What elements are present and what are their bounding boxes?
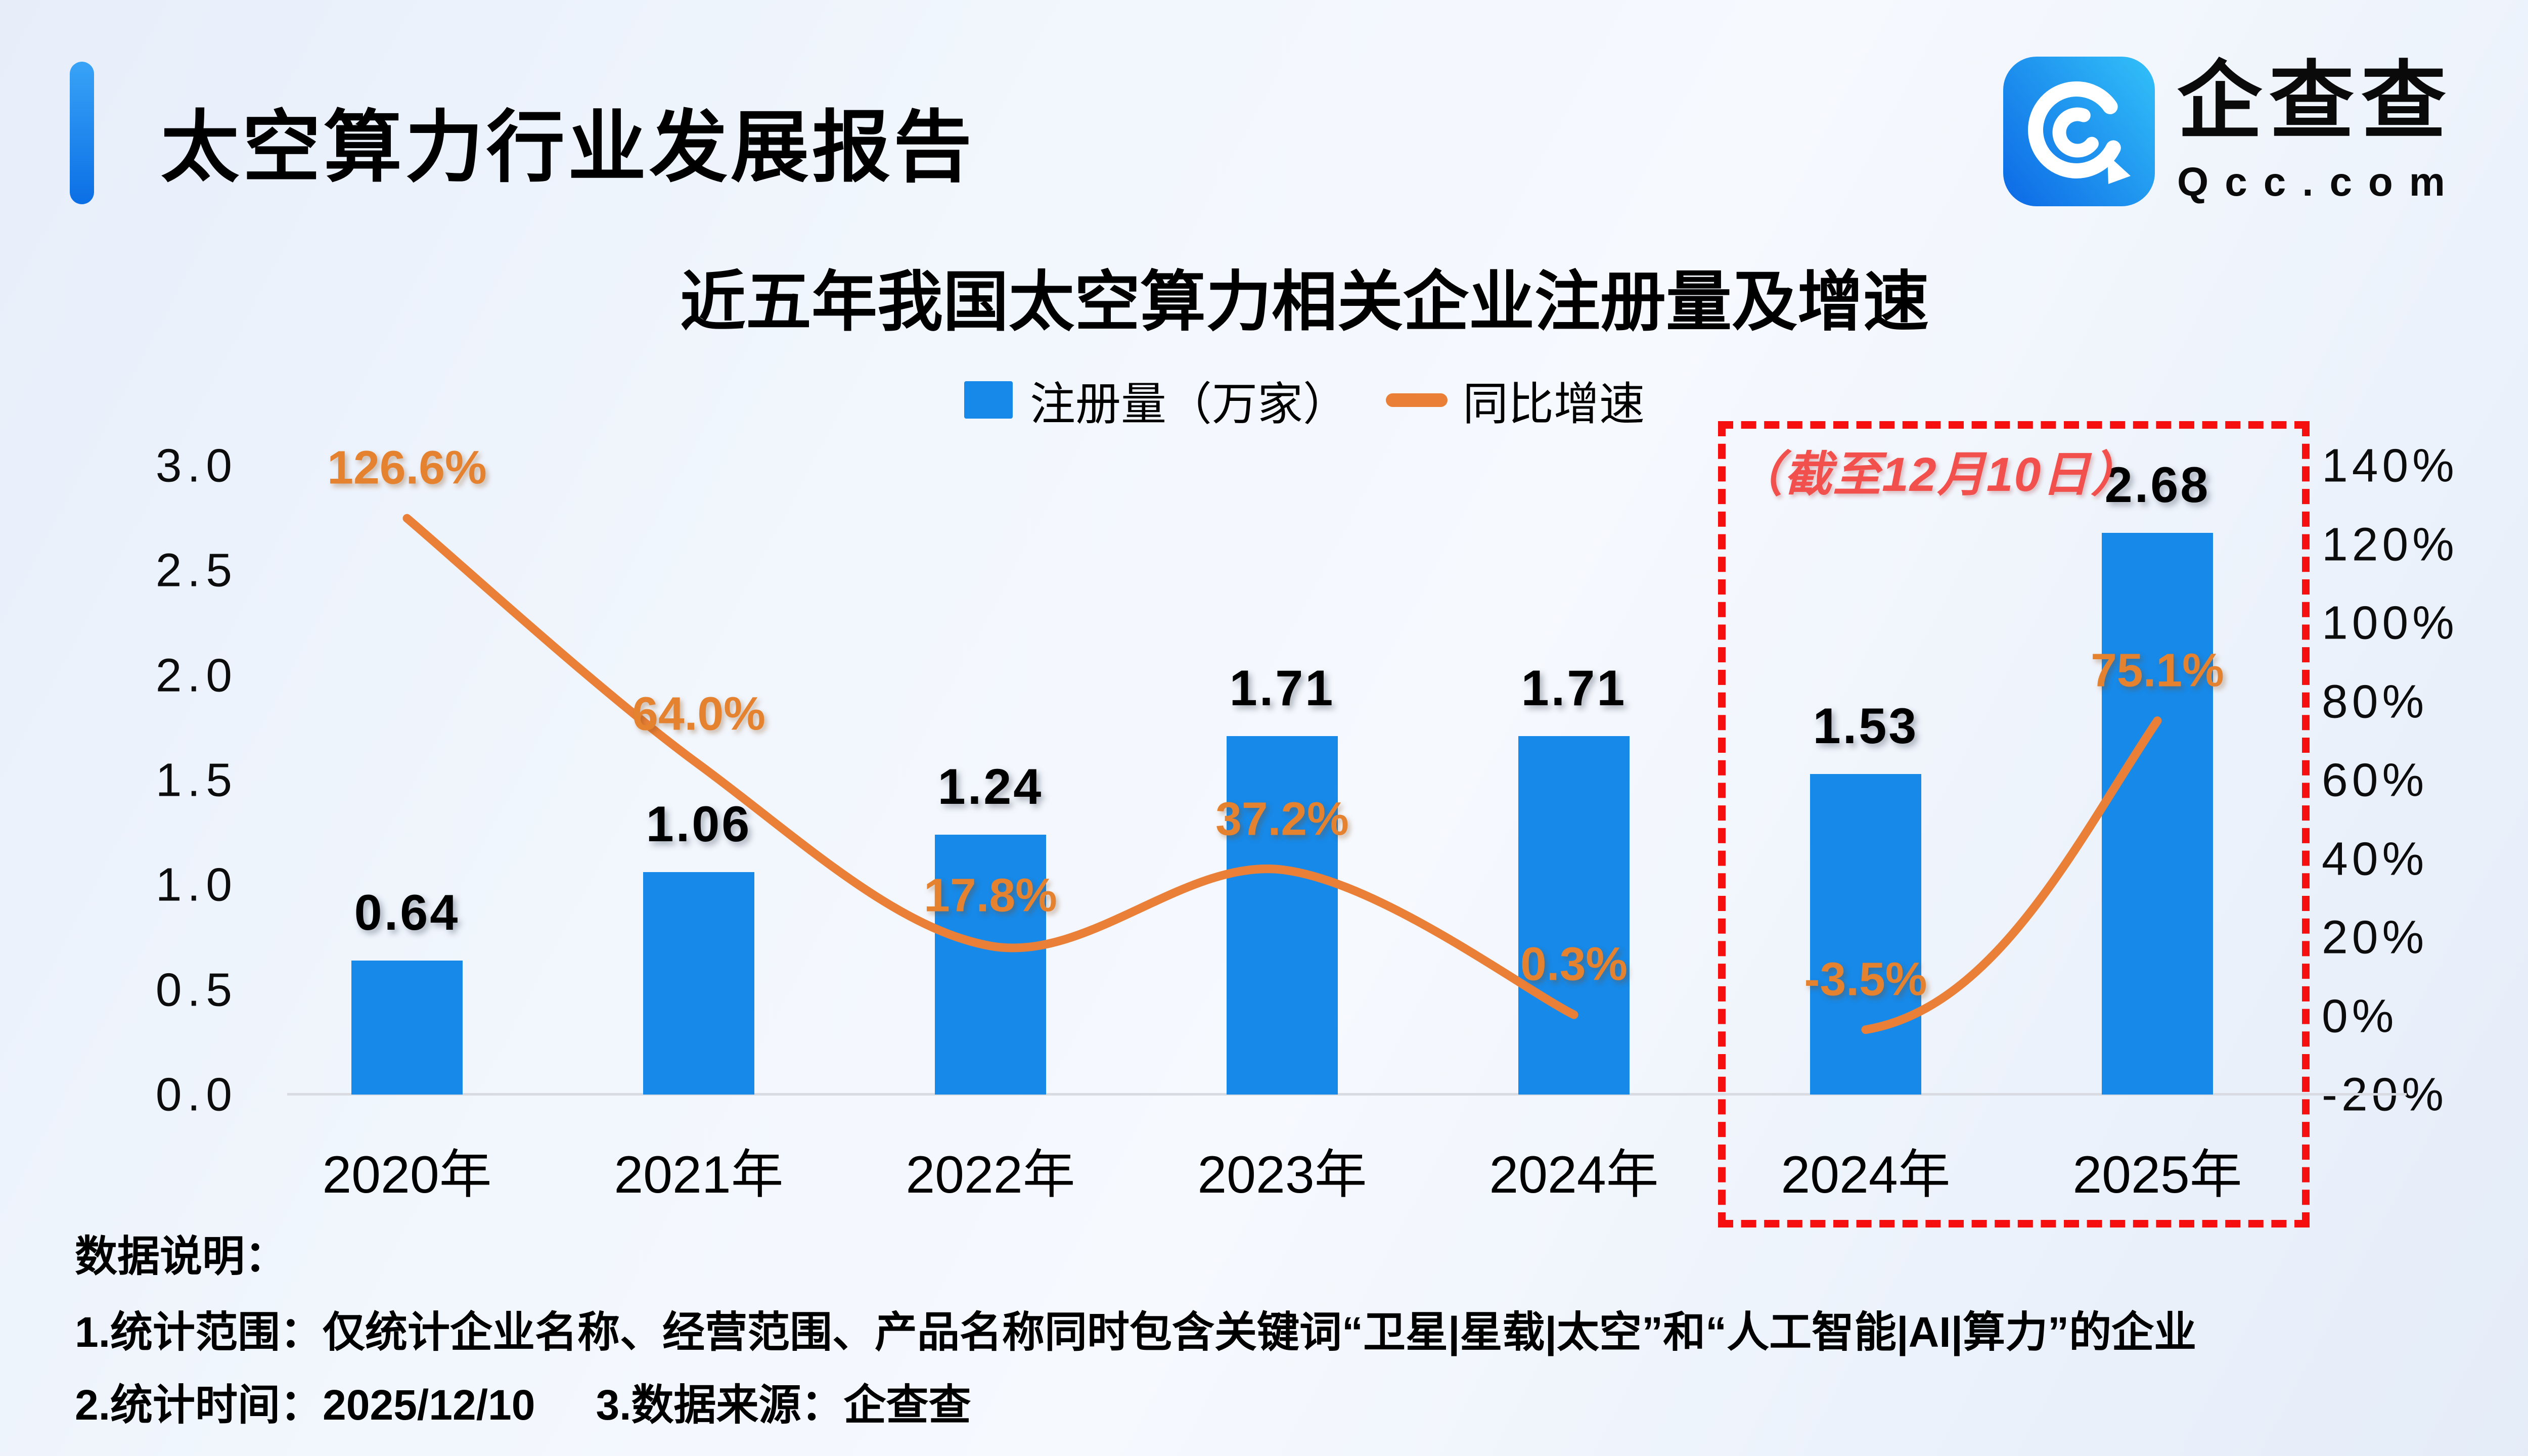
bar	[1810, 774, 1921, 1095]
bar	[351, 960, 463, 1095]
bar-value-label: 0.64	[354, 884, 460, 940]
growth-rate-label: 75.1%	[2091, 644, 2224, 697]
legend-line-label: 同比增速	[1463, 379, 1645, 430]
left-axis-tick: 1.0	[155, 858, 238, 911]
growth-rate-label: 37.2%	[1215, 792, 1349, 845]
report-title: 太空算力行业发展报告	[161, 104, 975, 191]
bar	[2102, 532, 2213, 1095]
bar	[935, 834, 1046, 1095]
right-axis-tick: 40%	[2322, 832, 2428, 885]
bar-value-label: 1.06	[646, 796, 752, 852]
growth-rate-label: 0.3%	[1520, 937, 1628, 990]
note-line-2: 2.统计时间：2025/12/10 3.数据来源：企查查	[75, 1371, 971, 1432]
bar-value-label: 2.68	[2104, 456, 2210, 513]
left-axis-tick: 3.0	[155, 439, 238, 492]
right-axis-tick: 120%	[2322, 518, 2458, 570]
qcc-logo: 企查查 Qcc.com	[2003, 57, 2461, 206]
x-axis-label: 2023年	[1197, 1146, 1367, 1204]
note-stat-time: 2.统计时间：2025/12/10	[75, 1381, 535, 1429]
right-axis-tick: 100%	[2322, 596, 2458, 649]
bar-value-label: 1.71	[1229, 659, 1335, 716]
bar	[1518, 736, 1630, 1095]
legend-bar-swatch	[964, 381, 1013, 419]
left-axis-tick: 1.5	[155, 753, 238, 806]
bar-value-label: 1.24	[937, 758, 1044, 814]
x-axis-label: 2022年	[906, 1146, 1075, 1204]
x-axis-label: 2025年	[2072, 1146, 2242, 1204]
growth-rate-label: -3.5%	[1804, 952, 1927, 1006]
title-accent-bar	[70, 62, 94, 204]
qcc-logo-domain: Qcc.com	[2177, 159, 2461, 205]
x-axis-line	[287, 1093, 2407, 1096]
legend-line-swatch	[1386, 393, 1448, 407]
bar	[1227, 736, 1338, 1095]
notes-heading: 数据说明：	[75, 1233, 288, 1280]
x-axis-label: 2021年	[614, 1146, 784, 1204]
growth-rate-label: 126.6%	[327, 441, 487, 494]
left-axis-tick: 2.0	[155, 649, 238, 702]
legend-bar-label: 注册量（万家）	[1030, 379, 1348, 430]
growth-line-path	[402, 514, 1578, 1019]
bar	[643, 872, 754, 1095]
right-axis-tick: 60%	[2322, 753, 2428, 806]
x-axis-label: 2020年	[322, 1146, 492, 1204]
qcc-logo-text: 企查查 Qcc.com	[2177, 57, 2461, 205]
right-axis-tick: 140%	[2322, 439, 2458, 492]
right-axis-tick: 0%	[2322, 989, 2398, 1042]
left-axis-tick: 0.0	[155, 1068, 238, 1121]
x-axis-label: 2024年	[1489, 1146, 1659, 1204]
qcc-logo-brand: 企查查	[2177, 54, 2453, 149]
chart-title: 近五年我国太空算力相关企业注册量及增速	[680, 265, 1929, 339]
note-data-source: 3.数据来源：企查查	[596, 1381, 971, 1429]
right-axis-tick: 80%	[2322, 675, 2428, 727]
left-axis-tick: 0.5	[155, 963, 238, 1016]
bar-value-label: 1.71	[1521, 659, 1627, 716]
bar-value-label: 1.53	[1813, 697, 1919, 754]
x-axis-label: 2024年	[1781, 1146, 1951, 1204]
growth-line-path	[1861, 716, 2162, 1034]
right-axis-tick: 20%	[2322, 911, 2428, 964]
growth-rate-label: 17.8%	[924, 869, 1057, 922]
chart-legend: 注册量（万家） 同比增速	[233, 367, 2376, 433]
growth-rate-label: 64.0%	[632, 687, 765, 740]
note-line-1: 1.统计范围：仅统计企业名称、经营范围、产品名称同时包含关键词“卫星|星载|太空…	[75, 1308, 2197, 1356]
qcc-spiral-icon	[2003, 57, 2155, 206]
left-axis-tick: 2.5	[155, 543, 238, 597]
